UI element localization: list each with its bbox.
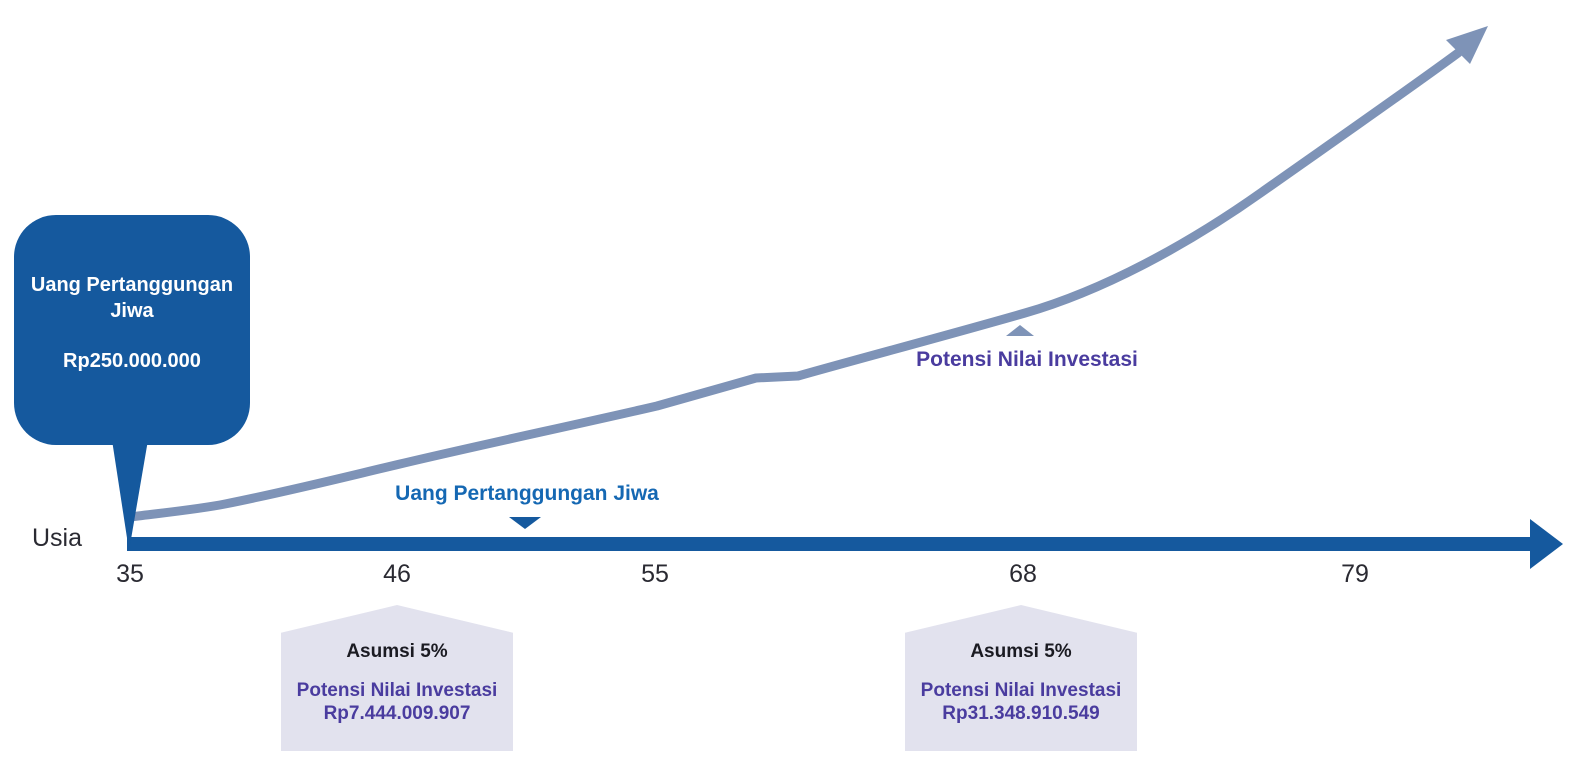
sum-assured-callout: Uang Pertanggungan Jiwa Rp250.000.000: [14, 215, 250, 445]
callout-age-46-body: Potensi Nilai Investasi Rp7.444.009.907: [281, 679, 513, 725]
sum-assured-callout-amount: Rp250.000.000: [63, 349, 201, 372]
sum-assured-inline-label: Uang Pertanggungan Jiwa: [395, 482, 659, 505]
callout-age-68-amount: Rp31.348.910.549: [942, 703, 1100, 724]
age-tick-35: 35: [116, 560, 144, 588]
callout-age-68: Asumsi 5% Potensi Nilai Investasi Rp31.3…: [905, 605, 1137, 751]
callout-age-46: Asumsi 5% Potensi Nilai Investasi Rp7.44…: [281, 605, 513, 751]
age-tick-79: 79: [1341, 560, 1369, 588]
sum-assured-marker-triangle-icon: [509, 517, 541, 529]
callout-age-46-assumption: Asumsi 5%: [346, 641, 448, 662]
age-tick-68: 68: [1009, 560, 1037, 588]
investment-marker-triangle-icon: [1006, 325, 1034, 336]
callout-age-46-label: Potensi Nilai Investasi: [296, 680, 498, 701]
age-axis-line: [127, 537, 1532, 551]
callout-age-68-body: Potensi Nilai Investasi Rp31.348.910.549: [905, 679, 1137, 725]
axis-arrowhead-icon: [1530, 519, 1563, 569]
age-tick-46: 46: [383, 560, 411, 588]
bubble-tail: [112, 440, 148, 551]
age-axis-label: Usia: [32, 524, 83, 552]
callout-age-68-assumption: Asumsi 5%: [970, 641, 1072, 662]
sum-assured-callout-title: Uang Pertanggungan Jiwa: [30, 273, 234, 322]
investment-curve: [125, 48, 1463, 522]
investment-inline-label: Potensi Nilai Investasi: [916, 348, 1138, 371]
age-tick-55: 55: [641, 560, 669, 588]
callout-age-46-amount: Rp7.444.009.907: [323, 703, 471, 724]
callout-age-68-label: Potensi Nilai Investasi: [920, 680, 1122, 701]
curve-arrowhead-icon: [1446, 26, 1488, 64]
